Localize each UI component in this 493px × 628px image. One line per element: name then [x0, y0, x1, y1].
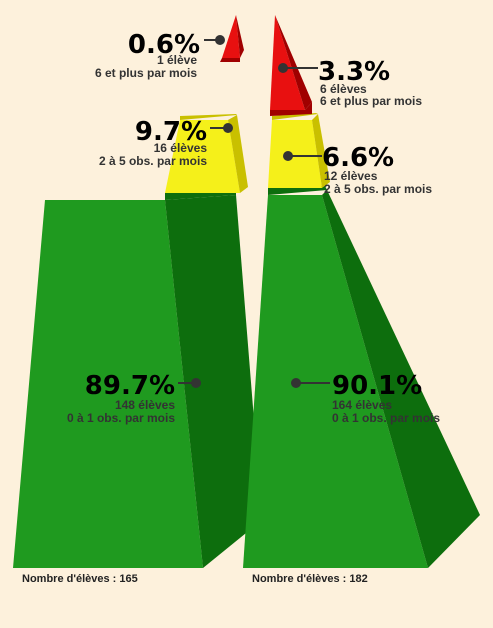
marker-right-green	[291, 378, 330, 388]
desc-label-left-green: 0 à 1 obs. par mois	[67, 411, 175, 425]
left-red-top	[220, 58, 240, 62]
right-green-front	[243, 195, 428, 568]
marker-dot	[223, 123, 233, 133]
percent-label-left-red: 0.6%	[128, 30, 200, 60]
count-label-left-red: 1 élève	[157, 53, 197, 67]
left-yellow-top	[180, 114, 237, 120]
right-yellow-side	[312, 114, 330, 188]
marker-dot	[283, 151, 293, 161]
right-yellow-top	[272, 113, 318, 120]
marker-right-yellow	[283, 151, 322, 161]
right-green-top	[268, 186, 327, 195]
percent-label-right-yellow: 6.6%	[322, 143, 394, 173]
marker-right-red	[278, 63, 318, 73]
percent-label-left-green: 89.7%	[85, 371, 175, 401]
right-red-side	[275, 15, 312, 110]
marker-dot	[291, 378, 301, 388]
marker-dot	[215, 35, 225, 45]
count-label-right-red: 6 élèves	[320, 82, 367, 96]
left-green-side	[165, 195, 262, 568]
count-label-right-yellow: 12 élèves	[324, 169, 378, 183]
left-red-front	[222, 15, 240, 58]
right-green-side	[322, 190, 480, 568]
pyramid-left: 0.6% 1 élève 6 et plus par mois 9.7% 16 …	[13, 15, 262, 585]
percent-label-left-yellow: 9.7%	[135, 117, 207, 147]
marker-dot	[191, 378, 201, 388]
count-label-left-green: 148 élèves	[115, 398, 175, 412]
left-red-side	[236, 15, 244, 58]
desc-label-right-yellow: 2 à 5 obs. par mois	[324, 182, 432, 196]
count-label-left-yellow: 16 élèves	[154, 141, 208, 155]
right-red-top	[270, 102, 312, 116]
desc-label-right-green: 0 à 1 obs. par mois	[332, 411, 440, 425]
desc-label-right-red: 6 et plus par mois	[320, 94, 422, 108]
right-red-front	[270, 15, 305, 110]
marker-left-red	[204, 35, 225, 45]
percent-label-right-red: 3.3%	[318, 57, 390, 87]
pyramid-right: 3.3% 6 élèves 6 et plus par mois 6.6% 12…	[243, 15, 480, 585]
percent-label-right-green: 90.1%	[332, 371, 422, 401]
desc-label-left-red: 6 et plus par mois	[95, 66, 197, 80]
left-yellow-side	[228, 115, 248, 193]
marker-left-yellow	[210, 123, 233, 133]
marker-dot	[278, 63, 288, 73]
right-yellow-front	[268, 120, 322, 188]
left-green-front	[13, 200, 203, 568]
total-label-right: Nombre d'élèves : 182	[252, 573, 368, 585]
left-yellow-front	[165, 120, 240, 193]
count-label-right-green: 164 élèves	[332, 398, 392, 412]
total-label-left: Nombre d'élèves : 165	[22, 573, 138, 585]
marker-left-green	[178, 378, 201, 388]
desc-label-left-yellow: 2 à 5 obs. par mois	[99, 154, 207, 168]
